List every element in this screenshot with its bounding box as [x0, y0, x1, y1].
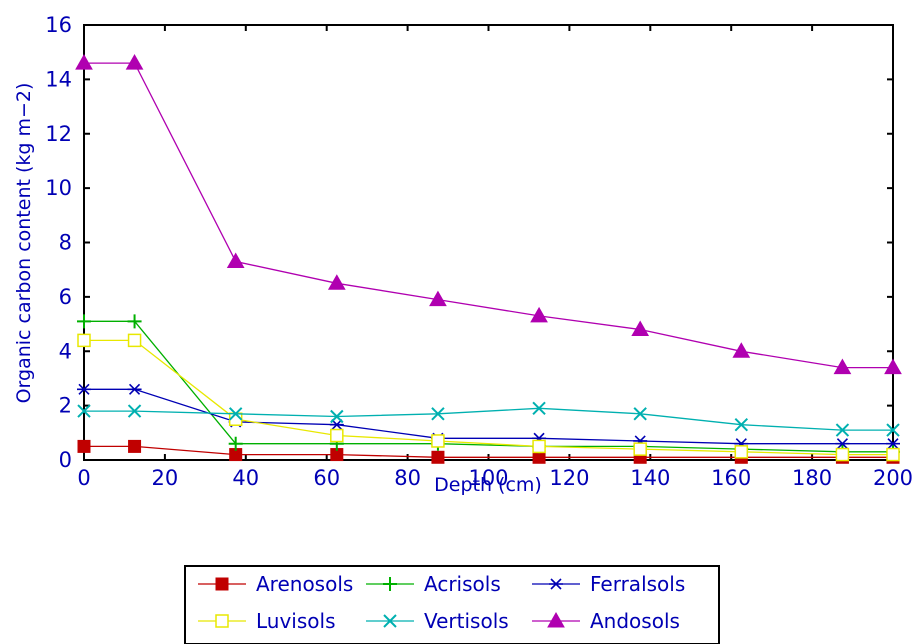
- y-tick-label: 14: [45, 67, 72, 91]
- x-tick-label: 140: [630, 466, 670, 490]
- vertisols-point: [835, 423, 850, 437]
- luvisols-point: [77, 333, 91, 348]
- luvisols-point: [330, 428, 344, 443]
- legend-marker: [215, 577, 229, 591]
- y-tick-label: 8: [59, 231, 72, 255]
- x-axis: 0 20 40 60 80 100 120 140 160 180 200: [77, 25, 913, 490]
- legend-item-arenosols: Arenosols: [198, 572, 353, 596]
- y-tick-label: 16: [45, 13, 72, 37]
- x-tick-label: 40: [232, 466, 259, 490]
- series-acrisols: [77, 314, 900, 459]
- arenosols-line: [84, 445, 893, 458]
- y-axis: 0 2 4 6 8 10 12 14 16: [45, 13, 893, 472]
- x-tick-label: 120: [549, 466, 589, 490]
- y-axis-title: Organic carbon content (kg m−2): [13, 83, 35, 404]
- vertisols-point: [886, 423, 900, 437]
- ferralsols-point: [77, 383, 91, 395]
- legend: Arenosols Acrisols Ferralsols Luvisols Verti…: [184, 565, 720, 644]
- luvisols-point: [127, 333, 142, 348]
- ferralsols-point: [835, 438, 850, 450]
- y-tick-label: 2: [59, 394, 72, 418]
- vertisols-point: [532, 401, 546, 416]
- x-tick-label: 160: [711, 466, 751, 490]
- x-tick-label: 20: [152, 466, 179, 490]
- andosols-point: [226, 252, 245, 269]
- vertisols-point: [734, 417, 749, 432]
- legend-item-luvisols: Luvisols: [198, 609, 336, 633]
- luvisols-line: [84, 339, 893, 456]
- acrisols-line: [84, 320, 893, 453]
- legend-label: Luvisols: [256, 609, 336, 633]
- vertisols-point: [431, 407, 445, 421]
- arenosols-point: [77, 439, 91, 453]
- vertisols-point: [77, 404, 91, 418]
- vertisols-line: [84, 407, 893, 431]
- x-tick-label: 0: [77, 466, 90, 490]
- y-tick-label: 0: [59, 448, 72, 472]
- ferralsols-point: [329, 419, 344, 431]
- x-tick-label: 200: [873, 466, 913, 490]
- legend-marker: [383, 577, 397, 591]
- acrisols-point: [228, 436, 243, 451]
- x-tick-label: 100: [468, 466, 508, 490]
- luvisols-point: [532, 439, 546, 454]
- andosols-point: [125, 54, 144, 70]
- series-ferralsols: [77, 383, 900, 450]
- luvisols-point: [633, 442, 647, 456]
- legend-item-ferralsols: Ferralsols: [532, 572, 685, 596]
- x-tick-label: 180: [792, 466, 832, 490]
- series-luvisols: [77, 333, 900, 462]
- acrisols-point: [77, 314, 91, 329]
- legend-marker: [215, 614, 229, 628]
- andosols-point: [833, 358, 852, 375]
- y-tick-label: 10: [45, 176, 72, 200]
- arenosols-point: [128, 439, 142, 453]
- x-tick-label: 60: [313, 466, 340, 490]
- y-tick-label: 12: [45, 122, 72, 146]
- andosols-point: [75, 54, 93, 70]
- legend-item-acrisols: Acrisols: [366, 572, 501, 596]
- legend-marker: [549, 578, 563, 590]
- ferralsols-point: [127, 383, 142, 395]
- andosols-line: [84, 62, 893, 369]
- andosols-point: [327, 274, 346, 290]
- y-tick-label: 4: [59, 339, 72, 363]
- legend-box: [184, 565, 720, 644]
- andosols-point: [530, 306, 548, 323]
- legend-label: Acrisols: [424, 572, 501, 596]
- series-layer: [75, 54, 902, 464]
- legend-marker: [383, 614, 397, 628]
- luvisols-point: [734, 445, 749, 459]
- luvisols-point: [886, 447, 900, 462]
- x-tick-label: 80: [394, 466, 421, 490]
- vertisols-point: [633, 407, 647, 421]
- vertisols-point: [127, 404, 142, 418]
- acrisols-point: [127, 314, 142, 329]
- y-tick-label: 6: [59, 285, 72, 309]
- vertisols-point: [228, 407, 243, 421]
- x-axis-title: Depth (cm): [434, 474, 542, 496]
- ferralsols-line: [84, 388, 893, 445]
- series-vertisols: [77, 401, 900, 437]
- luvisols-point: [431, 434, 445, 448]
- arenosols-point: [431, 450, 445, 464]
- andosols-point: [884, 358, 902, 375]
- legend-item-vertisols: Vertisols: [366, 609, 509, 633]
- andosols-point: [429, 290, 447, 307]
- series-andosols: [75, 54, 902, 375]
- andosols-point: [631, 320, 650, 336]
- legend-label: Andosols: [590, 609, 680, 633]
- legend-label: Ferralsols: [590, 572, 685, 596]
- andosols-point: [732, 342, 751, 358]
- ferralsols-point: [886, 438, 900, 450]
- legend-marker: [547, 611, 565, 628]
- legend-label: Vertisols: [424, 609, 509, 633]
- legend-item-andosols: Andosols: [532, 609, 680, 633]
- vertisols-point: [330, 409, 344, 424]
- legend-label: Arenosols: [256, 572, 353, 596]
- luvisols-point: [835, 447, 850, 462]
